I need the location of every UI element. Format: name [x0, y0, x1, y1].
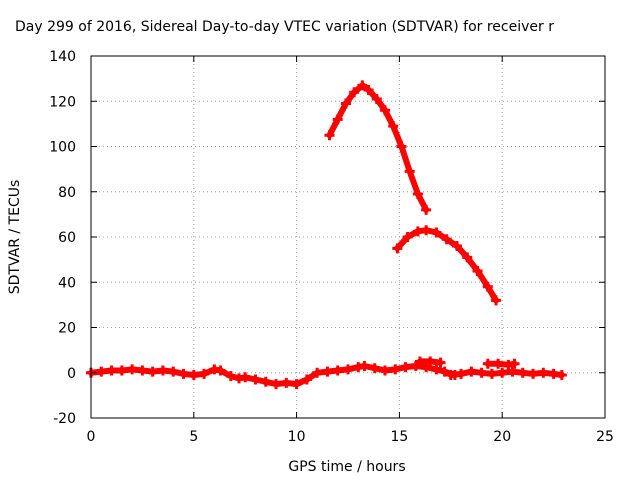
data-point — [439, 366, 450, 377]
data-point — [363, 84, 374, 95]
y-tick-label: 120 — [49, 94, 76, 110]
data-point — [137, 365, 148, 376]
data-point — [435, 357, 446, 368]
y-tick-label: 60 — [58, 230, 76, 246]
data-point — [349, 87, 360, 98]
data-point — [404, 166, 415, 177]
data-point — [116, 365, 127, 376]
data-point — [332, 114, 343, 125]
data-point — [390, 364, 401, 375]
data-point — [357, 80, 368, 91]
data-point — [509, 358, 520, 369]
data-point — [371, 93, 382, 104]
x-axis-title: GPS time / hours — [288, 459, 405, 475]
data-point — [188, 370, 199, 381]
data-point — [476, 367, 487, 378]
data-point — [396, 141, 407, 152]
series-group — [86, 80, 567, 390]
data-point — [556, 370, 567, 381]
data-point — [260, 376, 271, 387]
data-point — [493, 358, 504, 369]
y-tick-label: 0 — [67, 366, 76, 382]
y-tick-label: 140 — [49, 49, 76, 65]
x-tick-label: 0 — [87, 429, 96, 445]
data-point — [412, 189, 423, 200]
data-point — [281, 377, 292, 388]
data-point — [441, 234, 452, 245]
data-point — [451, 241, 462, 252]
data-point — [414, 356, 425, 367]
data-point — [528, 368, 539, 379]
x-tick-label: 10 — [288, 429, 306, 445]
data-point — [421, 225, 432, 236]
data-point — [431, 227, 442, 238]
ticks: 0 5 10 15 20 25 -20 0 20 40 60 80 100 120 140 — [49, 49, 614, 445]
data-point — [199, 368, 210, 379]
data-point — [291, 379, 302, 390]
data-point — [369, 363, 380, 374]
data-point — [271, 379, 282, 390]
data-point — [380, 105, 391, 116]
data-point — [400, 362, 411, 373]
data-point — [466, 366, 477, 377]
data-point — [240, 372, 251, 383]
x-tick-label: 5 — [189, 429, 198, 445]
data-point — [324, 130, 335, 141]
y-axis-title: SDTVAR / TECUs — [7, 180, 23, 295]
data-point — [343, 364, 353, 375]
data-point — [147, 366, 158, 377]
x-tick-label: 20 — [493, 429, 511, 445]
data-point — [445, 370, 456, 381]
data-point — [421, 204, 432, 215]
data-point — [402, 232, 413, 242]
data-point — [178, 368, 189, 379]
data-point — [392, 243, 403, 254]
data-point — [538, 367, 549, 378]
data-point — [491, 295, 502, 306]
data-point — [486, 368, 497, 379]
data-point — [482, 281, 493, 292]
x-tick-label: 25 — [596, 429, 614, 445]
data-point — [332, 365, 343, 376]
data-point — [456, 368, 467, 379]
chart-title: Day 299 of 2016, Sidereal Day-to-day VTE… — [15, 19, 554, 35]
data-point — [517, 367, 528, 378]
data-point — [215, 365, 226, 376]
data-point — [340, 98, 351, 109]
data-point — [388, 121, 399, 132]
data-point — [472, 265, 483, 276]
data-point — [482, 358, 493, 369]
data-point — [425, 356, 436, 367]
data-point — [127, 364, 138, 375]
data-point — [96, 366, 107, 377]
y-tick-label: 80 — [58, 185, 76, 201]
data-point — [225, 371, 236, 382]
data-point — [497, 367, 508, 378]
x-tick-label: 15 — [390, 429, 408, 445]
data-point — [250, 374, 261, 385]
y-tick-label: 20 — [58, 321, 76, 337]
data-point — [380, 365, 391, 376]
data-point — [301, 374, 312, 385]
data-point — [507, 366, 518, 377]
data-point — [462, 252, 473, 263]
y-tick-label: 40 — [58, 275, 76, 291]
data-point — [359, 360, 370, 371]
y-tick-label: -20 — [53, 411, 76, 427]
data-point — [106, 365, 117, 376]
y-tick-label: 100 — [49, 140, 76, 156]
data-point — [312, 367, 323, 378]
data-point — [168, 366, 179, 377]
data-point — [431, 364, 442, 375]
data-point — [157, 365, 168, 376]
data-point — [322, 366, 333, 377]
